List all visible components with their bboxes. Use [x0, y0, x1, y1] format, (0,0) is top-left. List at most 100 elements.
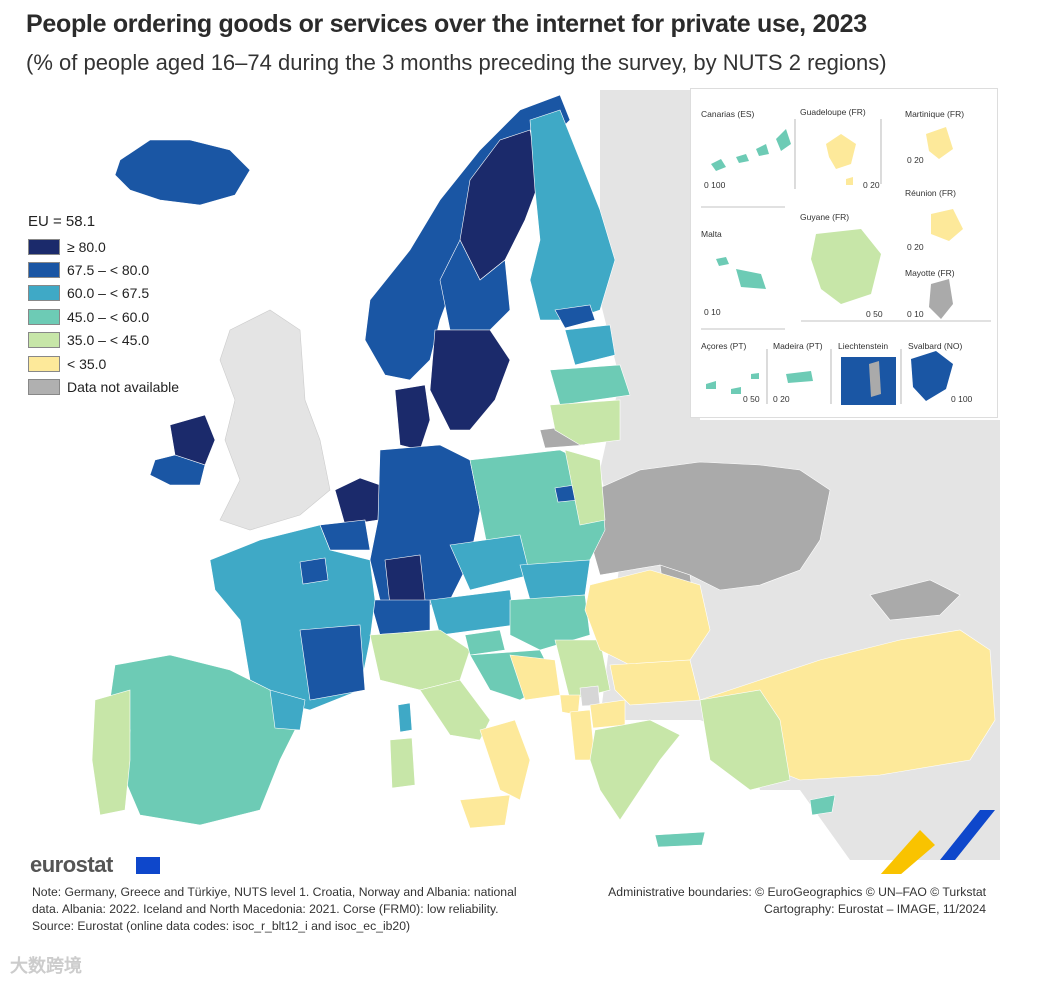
legend: EU = 58.1 ≥ 80.0 67.5 – < 80.0 60.0 – < … [28, 213, 179, 399]
legend-item: 60.0 – < 67.5 [28, 282, 179, 305]
region-serbia[interactable] [554, 639, 611, 701]
legend-swatch [28, 285, 60, 302]
scale-label: 10 [914, 309, 924, 319]
scale-label: 20 [914, 155, 924, 165]
inset-scale-mayotte: 0 10 [907, 309, 924, 319]
region-estonia[interactable] [564, 324, 616, 366]
region-corsica[interactable] [397, 702, 413, 733]
scale-label: 50 [750, 394, 760, 404]
region-italy-centre[interactable] [419, 679, 491, 741]
region-france-paris[interactable] [299, 557, 329, 585]
watermark: 大数跨境 [10, 956, 82, 976]
scale-label: 20 [914, 242, 924, 252]
inset-label-acores: Açores (PT) [701, 341, 747, 351]
scale-label: 0 [863, 180, 868, 190]
inset-label-svalbard: Svalbard (NO) [908, 341, 963, 351]
legend-swatch [28, 262, 60, 279]
region-slovakia[interactable] [519, 559, 591, 601]
credits-cartography: Cartography: Eurostat – IMAGE, 11/2024 [764, 902, 986, 916]
footnote: Note: Germany, Greece and Türkiye, NUTS … [32, 884, 532, 935]
scale-label: 0 [866, 309, 871, 319]
inset-scale-madeira: 0 20 [773, 394, 790, 404]
region-romania[interactable] [584, 569, 711, 666]
legend-item: ≥ 80.0 [28, 235, 179, 258]
scale-label: 10 [711, 307, 721, 317]
region-denmark[interactable] [394, 384, 431, 451]
legend-swatch [28, 355, 60, 372]
scale-label: 0 [704, 307, 709, 317]
region-ireland-north[interactable] [169, 414, 216, 466]
inset-label-guadeloupe: Guadeloupe (FR) [800, 107, 866, 117]
region-latvia[interactable] [549, 364, 631, 406]
scale-label: 0 100 [951, 394, 973, 404]
inset-panel: Canarias (ES) Guadeloupe (FR) Martinique… [690, 88, 998, 418]
inset-label-malta: Malta [701, 229, 722, 239]
region-poland-east[interactable] [564, 449, 606, 526]
legend-label: ≥ 80.0 [67, 238, 106, 255]
legend-swatch [28, 379, 60, 396]
region-iceland[interactable] [114, 139, 251, 206]
region-france-southeast[interactable] [299, 624, 366, 701]
legend-label: 45.0 – < 60.0 [67, 308, 150, 325]
legend-label: 60.0 – < 67.5 [67, 285, 150, 302]
scale-label: 0 [743, 394, 748, 404]
credits-boundaries: Administrative boundaries: © EuroGeograp… [608, 885, 986, 899]
inset-scale-malta: 0 10 [704, 307, 721, 317]
legend-label: 35.0 – < 45.0 [67, 332, 150, 349]
inset-scale-guyane: 0 50 [866, 309, 883, 319]
region-kosovo[interactable] [579, 685, 601, 707]
inset-label-canarias: Canarias (ES) [701, 109, 755, 119]
map-title: People ordering goods or services over t… [26, 10, 867, 38]
region-sardinia[interactable] [389, 737, 416, 789]
region-georgia[interactable] [869, 579, 961, 621]
region-switzerland[interactable] [369, 599, 431, 636]
scale-label: 100 [711, 180, 726, 190]
legend-swatch [28, 308, 60, 325]
legend-label: < 35.0 [67, 355, 107, 372]
region-crete[interactable] [654, 831, 706, 848]
legend-item: 35.0 – < 45.0 [28, 329, 179, 352]
region-germany-berlin[interactable] [384, 554, 426, 606]
inset-drawing [701, 119, 991, 405]
legend-swatch [28, 332, 60, 349]
region-sicily[interactable] [459, 794, 511, 829]
scale-label: 20 [870, 180, 880, 190]
region-finland-south[interactable] [554, 304, 596, 329]
legend-eu-value: EU = 58.1 [28, 213, 96, 230]
region-czechia[interactable] [449, 534, 531, 591]
region-spain-catalonia[interactable] [269, 689, 306, 731]
inset-label-mayotte: Mayotte (FR) [905, 268, 955, 278]
scale-label: 0 [704, 180, 709, 190]
legend-label: Data not available [67, 379, 180, 396]
region-bulgaria[interactable] [609, 659, 701, 706]
region-slovenia[interactable] [464, 629, 506, 656]
region-north-macedonia[interactable] [589, 699, 626, 729]
region-sweden-north[interactable] [459, 129, 541, 281]
scale-label: 20 [780, 394, 790, 404]
inset-label-liechtenstein: Liechtenstein [838, 341, 889, 351]
region-netherlands[interactable] [334, 477, 381, 526]
credits: Administrative boundaries: © EuroGeograp… [608, 884, 986, 918]
inset-label-guyane: Guyane (FR) [800, 212, 850, 222]
region-greece[interactable] [589, 719, 681, 821]
eu-flag-icon [136, 857, 160, 874]
region-lithuania[interactable] [549, 399, 621, 446]
inset-scale-guadeloupe: 0 20 [863, 180, 880, 190]
region-ireland-south[interactable] [149, 454, 206, 486]
region-uk[interactable] [219, 309, 331, 531]
eurostat-logo: eurostat [30, 852, 113, 877]
legend-swatch [28, 238, 60, 255]
region-ukraine[interactable] [589, 461, 831, 591]
inset-scale-martinique: 0 20 [907, 155, 924, 165]
eurostat-decoration-blue [940, 810, 995, 860]
scale-label: 0 [907, 242, 912, 252]
region-turkey-west[interactable] [699, 689, 791, 791]
region-cyprus[interactable] [809, 794, 836, 816]
scale-label: 0 [907, 155, 912, 165]
region-italy-south[interactable] [479, 719, 531, 801]
scale-label: 0 [773, 394, 778, 404]
region-sweden-south[interactable] [429, 329, 511, 431]
region-portugal[interactable] [91, 689, 131, 816]
region-germany[interactable] [369, 444, 481, 611]
note-text: Note: Germany, Greece and Türkiye, NUTS … [32, 885, 517, 916]
